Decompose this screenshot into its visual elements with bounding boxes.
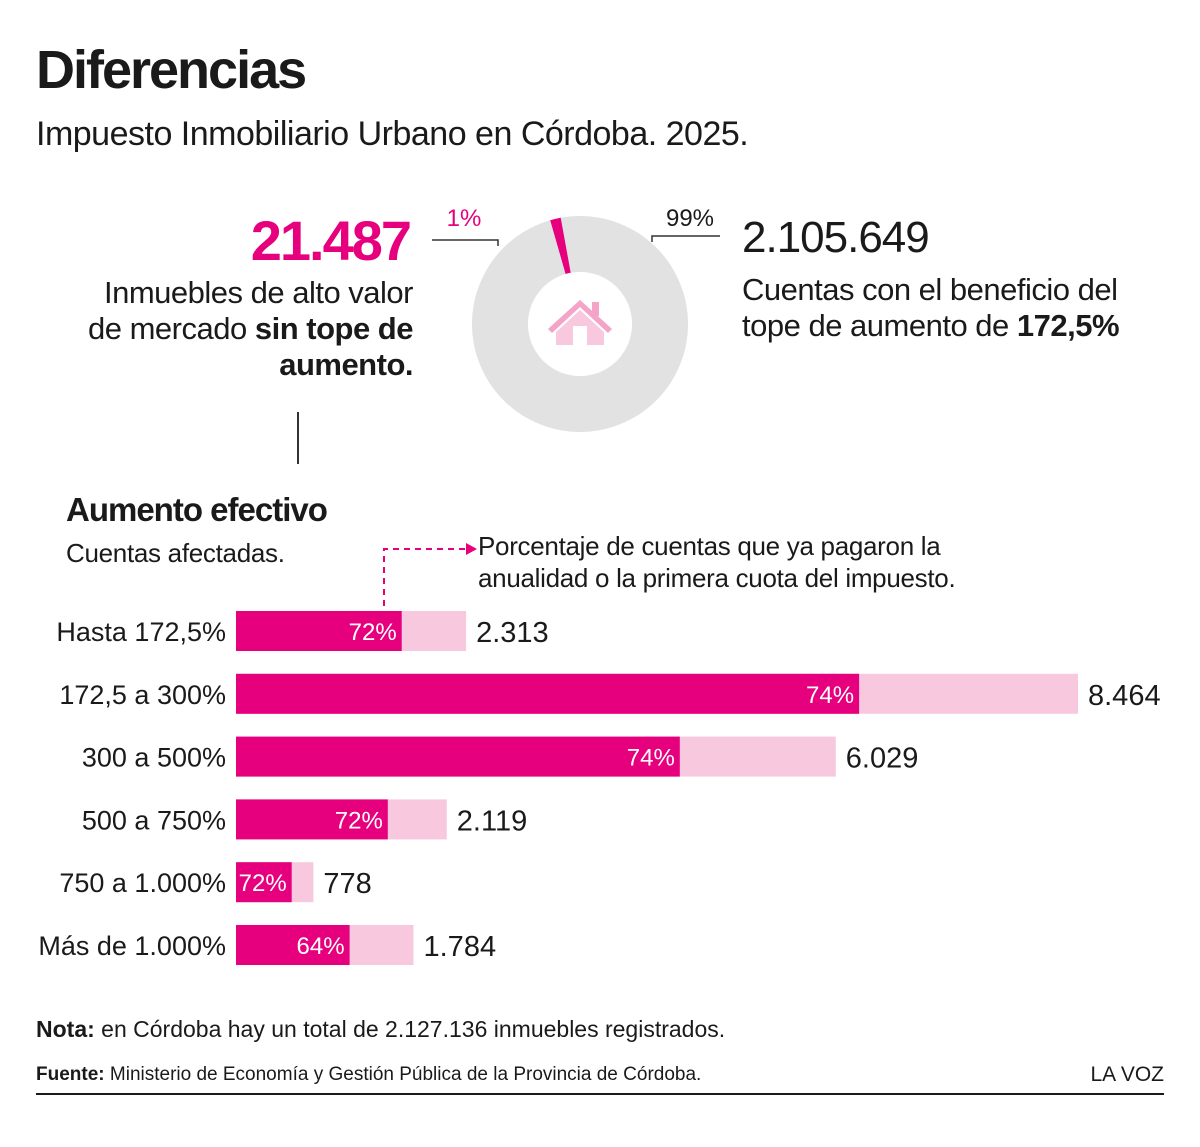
- donut-leader-small: [432, 239, 499, 246]
- capped-accounts-count: 2.105.649: [742, 213, 930, 262]
- capped-accounts-description-bold: 172,5%: [1016, 308, 1120, 343]
- bar-paid-3: [236, 799, 388, 840]
- capped-accounts-description-text: Cuentas con el beneficio del tope de aum…: [742, 272, 1118, 343]
- house-icon: [548, 300, 612, 345]
- category-label-5: Más de 1.000%: [38, 931, 226, 961]
- bar-note: Porcentaje de cuentas que ya pagaron la …: [478, 531, 956, 593]
- bar-paid-0: [236, 611, 402, 651]
- donut-label-large: 99%: [666, 205, 714, 232]
- category-label-1: 172,5 a 300%: [59, 680, 226, 710]
- note-pointer: [383, 543, 477, 606]
- footer-divider: [36, 1093, 1164, 1095]
- donut-label-small: 1%: [447, 205, 482, 232]
- footer-source-label: Fuente:: [36, 1064, 105, 1085]
- high-value-count: 21.487: [250, 209, 412, 272]
- value-label-5: 1.784: [424, 931, 497, 963]
- footer-note-text: en Córdoba hay un total de 2.127.136 inm…: [101, 1016, 726, 1042]
- category-label-0: Hasta 172,5%: [56, 617, 226, 647]
- value-label-4: 778: [323, 868, 371, 900]
- value-label-1: 8.464: [1088, 680, 1161, 712]
- donut-slice-small: [550, 217, 571, 274]
- bar-chart: Hasta 172,5% 72% 2.313 172,5 a 300% 74% 8.464…: [38, 611, 1161, 965]
- paid-share-label-0: 72%: [349, 619, 397, 646]
- brand-logo: LA VOZ: [1090, 1063, 1164, 1086]
- page-title: Diferencias: [36, 40, 307, 100]
- footer-note: Nota: en Córdoba hay un total de 2.127.1…: [36, 1012, 725, 1046]
- paid-share-label-1: 74%: [806, 682, 854, 709]
- connector-line: [297, 412, 299, 464]
- footer-source-text: Ministerio de Economía y Gestión Pública…: [109, 1064, 702, 1085]
- donut-chart: 1% 99%: [432, 205, 720, 432]
- footer-note-label: Nota:: [36, 1016, 95, 1042]
- category-label-4: 750 a 1.000%: [59, 868, 226, 898]
- section-title: Aumento efectivo: [66, 491, 328, 528]
- page-subtitle: Impuesto Inmobiliario Urbano en Córdoba.…: [36, 115, 749, 153]
- paid-share-label-5: 64%: [297, 933, 345, 960]
- donut-ring-large: [472, 216, 688, 432]
- footer-source: Fuente: Ministerio de Economía y Gestión…: [36, 1060, 701, 1090]
- paid-share-label-4: 72%: [239, 870, 287, 897]
- value-label-2: 6.029: [846, 743, 919, 775]
- paid-share-label-3: 72%: [335, 807, 383, 834]
- high-value-description-bold: sin tope de aumento.: [254, 311, 414, 382]
- value-label-3: 2.119: [457, 805, 527, 837]
- donut-leader-large: [651, 235, 720, 242]
- paid-share-label-2: 74%: [627, 745, 675, 772]
- capped-accounts-description: Cuentas con el beneficio del tope de aum…: [742, 272, 1122, 344]
- value-label-0: 2.313: [476, 617, 549, 649]
- section-subtitle: Cuentas afectadas.: [66, 538, 285, 568]
- high-value-description: Inmuebles de alto valor de mercado sin t…: [83, 275, 413, 383]
- bar-paid-5: [236, 925, 350, 965]
- category-label-3: 500 a 750%: [82, 805, 226, 835]
- bar-paid-1: [236, 673, 860, 714]
- category-label-2: 300 a 500%: [82, 743, 226, 773]
- high-value-description-text: Inmuebles de alto valor de mercado: [88, 275, 413, 346]
- bar-paid-4: [236, 862, 292, 903]
- bar-paid-2: [236, 736, 680, 777]
